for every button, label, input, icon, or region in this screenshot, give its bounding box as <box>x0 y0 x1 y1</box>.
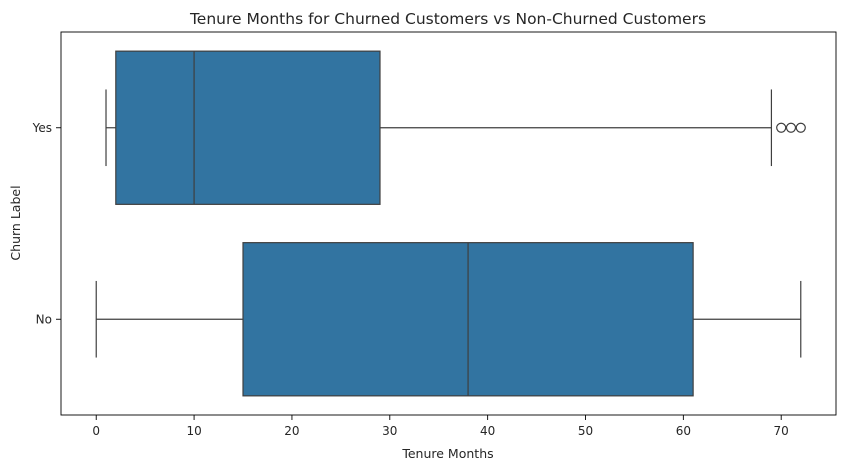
x-tick-label: 0 <box>92 424 100 438</box>
box-yes <box>115 50 381 205</box>
x-tick-label: 70 <box>774 424 789 438</box>
x-tick-label: 10 <box>186 424 201 438</box>
y-axis-label: Churn Label <box>8 185 23 260</box>
x-tick-label: 50 <box>578 424 593 438</box>
plot-frame <box>60 31 837 416</box>
outlier-point-yes <box>776 122 787 133</box>
x-axis-label: Tenure Months <box>401 446 493 461</box>
box-group-yes <box>105 50 806 205</box>
chart-title: Tenure Months for Churned Customers vs N… <box>189 10 706 28</box>
x-tick-label: 60 <box>676 424 691 438</box>
outlier-point-yes <box>785 122 797 133</box>
x-tick-label: 20 <box>284 424 299 438</box>
x-tick-label: 40 <box>480 424 495 438</box>
plot-area <box>95 50 806 397</box>
box-group-no <box>95 242 802 397</box>
outlier-point-yes <box>795 122 806 133</box>
y-tick-label: Yes <box>32 121 52 135</box>
x-axis: 0 10 20 30 40 50 60 70 <box>92 415 789 438</box>
y-axis: Yes No <box>32 121 61 326</box>
x-tick-label: 30 <box>382 424 397 438</box>
y-tick-label: No <box>36 312 52 326</box>
